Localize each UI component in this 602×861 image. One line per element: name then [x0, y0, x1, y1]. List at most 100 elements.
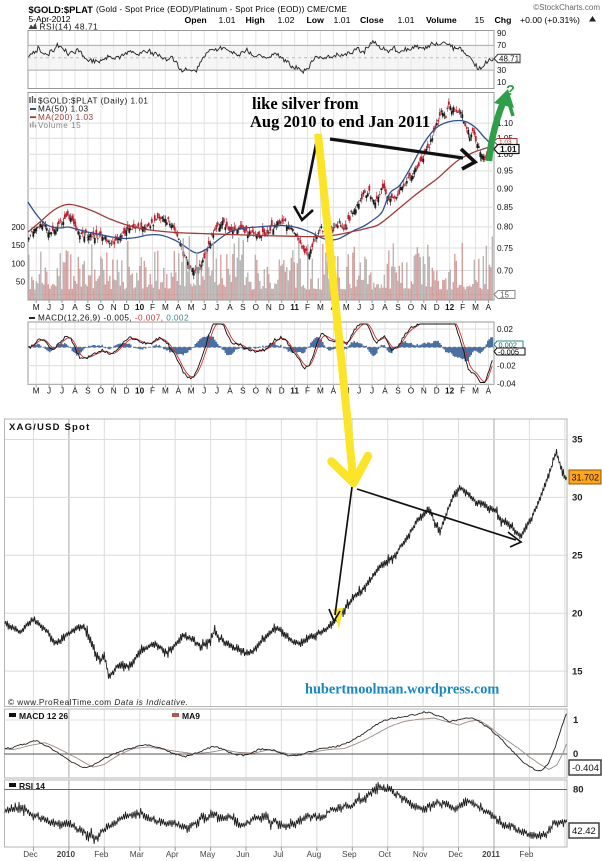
- svg-text:Volume 15: Volume 15: [38, 121, 81, 130]
- svg-text:Open: Open: [185, 15, 207, 25]
- svg-text:A: A: [72, 387, 78, 396]
- svg-text:A: A: [72, 303, 78, 312]
- svg-text:A: A: [486, 387, 492, 396]
- svg-text:31.702: 31.702: [572, 473, 600, 483]
- svg-text:D: D: [434, 387, 440, 396]
- svg-text:like silver from: like silver from: [252, 94, 359, 113]
- svg-text:?: ?: [506, 83, 515, 99]
- svg-text:M: M: [472, 387, 479, 396]
- svg-text:30: 30: [572, 493, 583, 504]
- svg-text:M: M: [162, 303, 169, 312]
- svg-text:Aug 2010 to end Jan 2011: Aug 2010 to end Jan 2011: [250, 112, 430, 131]
- svg-text:J: J: [47, 303, 51, 312]
- svg-text:O: O: [253, 387, 259, 396]
- svg-text:N: N: [111, 303, 117, 312]
- svg-text:A: A: [486, 303, 492, 312]
- svg-text:S: S: [240, 387, 246, 396]
- svg-text:(Gold - Spot Price (EOD)/Plati: (Gold - Spot Price (EOD)/Platinum - Spot…: [96, 5, 347, 14]
- svg-text:S: S: [395, 303, 401, 312]
- svg-text:$GOLD:$PLAT: $GOLD:$PLAT: [29, 4, 94, 15]
- svg-text:N: N: [266, 303, 272, 312]
- svg-text:M: M: [317, 387, 324, 396]
- svg-text:N: N: [111, 387, 117, 396]
- svg-text:Volume: Volume: [426, 15, 457, 25]
- svg-text:1.03: 1.03: [499, 139, 512, 146]
- svg-text:J: J: [215, 387, 219, 396]
- svg-text:O: O: [98, 303, 104, 312]
- svg-text:M: M: [33, 387, 40, 396]
- svg-text:M: M: [188, 303, 195, 312]
- svg-text:O: O: [408, 303, 414, 312]
- svg-text:-0.04: -0.04: [497, 380, 516, 389]
- svg-text:F: F: [460, 303, 465, 312]
- svg-text:J: J: [357, 303, 361, 312]
- svg-text:M: M: [343, 303, 350, 312]
- svg-text:15: 15: [500, 291, 509, 300]
- svg-text:Chg: Chg: [495, 15, 512, 25]
- svg-text:-0.404: -0.404: [572, 763, 599, 774]
- svg-text:Jun: Jun: [236, 850, 250, 859]
- svg-text:1.01: 1.01: [500, 144, 517, 154]
- svg-text:MA(200) 1.03: MA(200) 1.03: [38, 113, 94, 122]
- svg-text:S: S: [395, 387, 401, 396]
- svg-text:A: A: [227, 387, 233, 396]
- svg-text:J: J: [370, 387, 374, 396]
- svg-text:Dec: Dec: [23, 850, 38, 859]
- svg-text:48.71: 48.71: [499, 54, 520, 63]
- svg-text:1.01: 1.01: [398, 15, 415, 25]
- svg-text:1.02: 1.02: [278, 15, 295, 25]
- svg-text:S: S: [85, 303, 91, 312]
- svg-text:10: 10: [497, 78, 507, 87]
- svg-text:hubertmoolman.wordpress.com: hubertmoolman.wordpress.com: [305, 682, 499, 698]
- svg-text:200: 200: [11, 223, 25, 232]
- svg-text:30: 30: [497, 66, 507, 75]
- svg-text:1.00: 1.00: [497, 150, 513, 159]
- svg-text:J: J: [202, 387, 206, 396]
- svg-text:0.80: 0.80: [497, 223, 513, 232]
- svg-text:70: 70: [497, 41, 507, 50]
- svg-text:-0.005: -0.005: [498, 348, 519, 357]
- svg-text:0.02: 0.02: [497, 325, 513, 334]
- svg-text:Oct: Oct: [378, 850, 391, 859]
- svg-text:1.01: 1.01: [334, 15, 351, 25]
- svg-text:0.90: 0.90: [497, 184, 513, 193]
- svg-text:A: A: [176, 303, 182, 312]
- svg-text:90: 90: [497, 29, 507, 38]
- svg-text:0: 0: [573, 749, 578, 760]
- svg-text:D: D: [434, 303, 440, 312]
- svg-text:Feb: Feb: [519, 850, 534, 859]
- svg-text:11: 11: [290, 387, 299, 396]
- svg-text:MA9: MA9: [182, 711, 200, 721]
- svg-text:1: 1: [573, 715, 579, 726]
- svg-text:O: O: [98, 387, 104, 396]
- svg-text:Feb: Feb: [94, 850, 109, 859]
- svg-text:N: N: [421, 303, 427, 312]
- svg-text:S: S: [85, 387, 91, 396]
- svg-text:35: 35: [572, 435, 583, 446]
- svg-text:J: J: [47, 387, 51, 396]
- svg-text:MACD 12 26: MACD 12 26: [19, 711, 68, 721]
- svg-text:Jul: Jul: [273, 850, 284, 859]
- svg-text:D: D: [124, 387, 130, 396]
- svg-text:2010: 2010: [57, 850, 76, 859]
- svg-text:F: F: [305, 387, 310, 396]
- svg-text:12: 12: [445, 387, 455, 396]
- svg-text:0.70: 0.70: [497, 266, 513, 275]
- svg-text:80: 80: [573, 785, 584, 796]
- svg-text:O: O: [408, 387, 414, 396]
- svg-text:RSI(14) 48.71: RSI(14) 48.71: [40, 21, 99, 31]
- svg-text:Low: Low: [307, 15, 325, 25]
- svg-text:A: A: [331, 387, 337, 396]
- svg-text:© www.ProRealTime.com Data: © www.ProRealTime.com Data is Indicative…: [8, 698, 188, 707]
- svg-text:0.75: 0.75: [497, 244, 513, 253]
- svg-text:Apr: Apr: [166, 850, 179, 859]
- svg-text:5-Apr-2012: 5-Apr-2012: [29, 14, 71, 24]
- svg-text:D: D: [124, 303, 130, 312]
- svg-text:11: 11: [290, 303, 299, 312]
- svg-text:F: F: [150, 303, 155, 312]
- svg-text:2011: 2011: [482, 850, 500, 859]
- svg-text:10: 10: [135, 387, 145, 396]
- svg-text:M: M: [162, 387, 169, 396]
- svg-text:0.95: 0.95: [497, 167, 513, 176]
- svg-text:A: A: [382, 387, 388, 396]
